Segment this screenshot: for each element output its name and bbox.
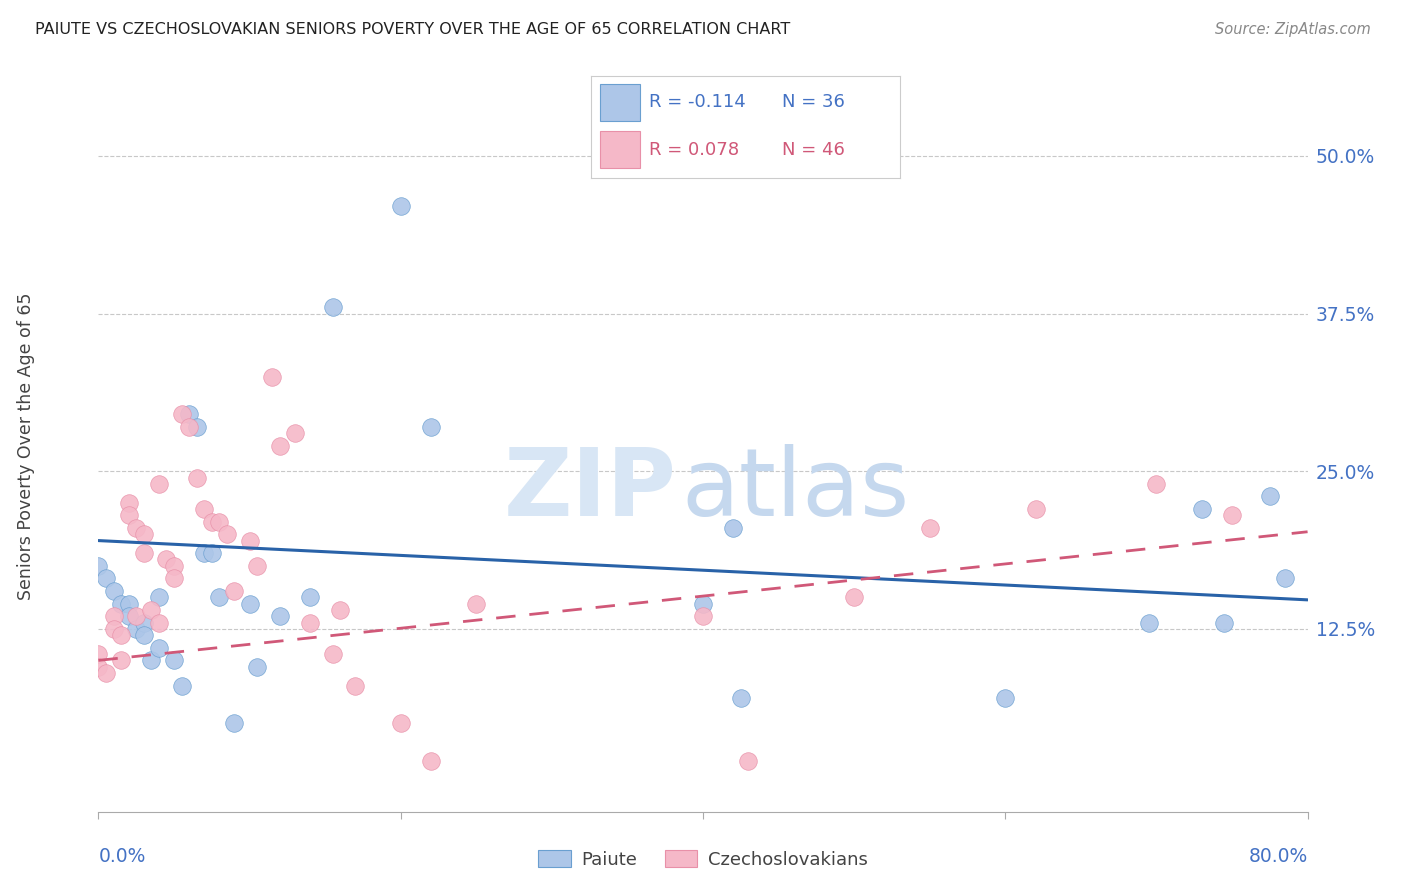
Point [103, 622, 125, 636]
Point [179, 408, 201, 422]
Point [994, 691, 1017, 706]
Text: Seniors Poverty Over the Age of 65: Seniors Poverty Over the Age of 65 [17, 293, 35, 599]
Point [246, 558, 269, 573]
Point [262, 369, 284, 384]
Point [103, 609, 125, 624]
Point [118, 496, 141, 510]
Point [118, 609, 141, 624]
Point [125, 609, 148, 624]
Text: R = -0.114: R = -0.114 [650, 94, 747, 112]
Point [87, 558, 110, 573]
Point [730, 691, 752, 706]
Point [201, 546, 224, 560]
Point [389, 716, 412, 731]
Text: 80.0%: 80.0% [1249, 847, 1308, 866]
Text: 0.0%: 0.0% [98, 847, 146, 866]
Point [420, 754, 443, 768]
Point [132, 546, 155, 560]
Point [155, 552, 177, 566]
Text: ZIP: ZIP [503, 444, 676, 536]
Legend: Paiute, Czechoslovakians: Paiute, Czechoslovakians [531, 843, 875, 876]
Point [118, 508, 141, 523]
Point [163, 571, 186, 585]
Point [269, 609, 291, 624]
Point [208, 591, 231, 605]
Point [1274, 571, 1296, 585]
Point [322, 300, 344, 314]
Point [118, 597, 141, 611]
Text: atlas: atlas [682, 444, 910, 536]
Point [269, 439, 291, 453]
Text: N = 46: N = 46 [782, 141, 845, 159]
Point [737, 754, 759, 768]
Point [179, 420, 201, 434]
Point [148, 615, 170, 630]
Point [163, 653, 186, 667]
Point [246, 659, 269, 673]
Point [723, 521, 745, 535]
Point [299, 615, 322, 630]
Point [132, 615, 155, 630]
Point [170, 679, 193, 693]
Bar [600, 84, 640, 121]
Point [420, 420, 443, 434]
Point [208, 515, 231, 529]
Point [103, 584, 125, 599]
Point [193, 502, 215, 516]
Point [224, 584, 246, 599]
Point [1191, 502, 1213, 516]
Point [692, 597, 714, 611]
Text: R = 0.078: R = 0.078 [650, 141, 740, 159]
Point [284, 426, 307, 441]
Point [239, 533, 262, 548]
Point [110, 653, 132, 667]
Point [844, 591, 866, 605]
Point [239, 597, 262, 611]
Point [87, 659, 110, 673]
Point [1220, 508, 1243, 523]
Point [170, 408, 193, 422]
Point [215, 527, 238, 541]
Bar [600, 131, 640, 168]
Point [148, 591, 170, 605]
Point [322, 647, 344, 661]
Point [918, 521, 941, 535]
Point [224, 716, 246, 731]
Point [94, 571, 117, 585]
Point [141, 603, 163, 617]
Point [1258, 490, 1281, 504]
Point [87, 647, 110, 661]
Text: PAIUTE VS CZECHOSLOVAKIAN SENIORS POVERTY OVER THE AGE OF 65 CORRELATION CHART: PAIUTE VS CZECHOSLOVAKIAN SENIORS POVERT… [35, 22, 790, 37]
Point [110, 628, 132, 642]
Point [201, 515, 224, 529]
Point [329, 603, 352, 617]
Point [125, 521, 148, 535]
Point [193, 546, 215, 560]
Point [186, 420, 208, 434]
Point [94, 665, 117, 680]
Point [132, 527, 155, 541]
Point [344, 679, 367, 693]
Point [465, 597, 488, 611]
Point [389, 199, 412, 213]
Point [110, 597, 132, 611]
Point [141, 653, 163, 667]
Point [692, 609, 714, 624]
Point [1144, 476, 1167, 491]
Point [299, 591, 322, 605]
Point [132, 628, 155, 642]
Point [148, 476, 170, 491]
Text: N = 36: N = 36 [782, 94, 845, 112]
Point [148, 640, 170, 655]
Point [125, 622, 148, 636]
Point [1137, 615, 1160, 630]
Text: Source: ZipAtlas.com: Source: ZipAtlas.com [1215, 22, 1371, 37]
Point [1024, 502, 1046, 516]
Point [163, 558, 186, 573]
Point [1213, 615, 1236, 630]
Point [186, 470, 208, 484]
